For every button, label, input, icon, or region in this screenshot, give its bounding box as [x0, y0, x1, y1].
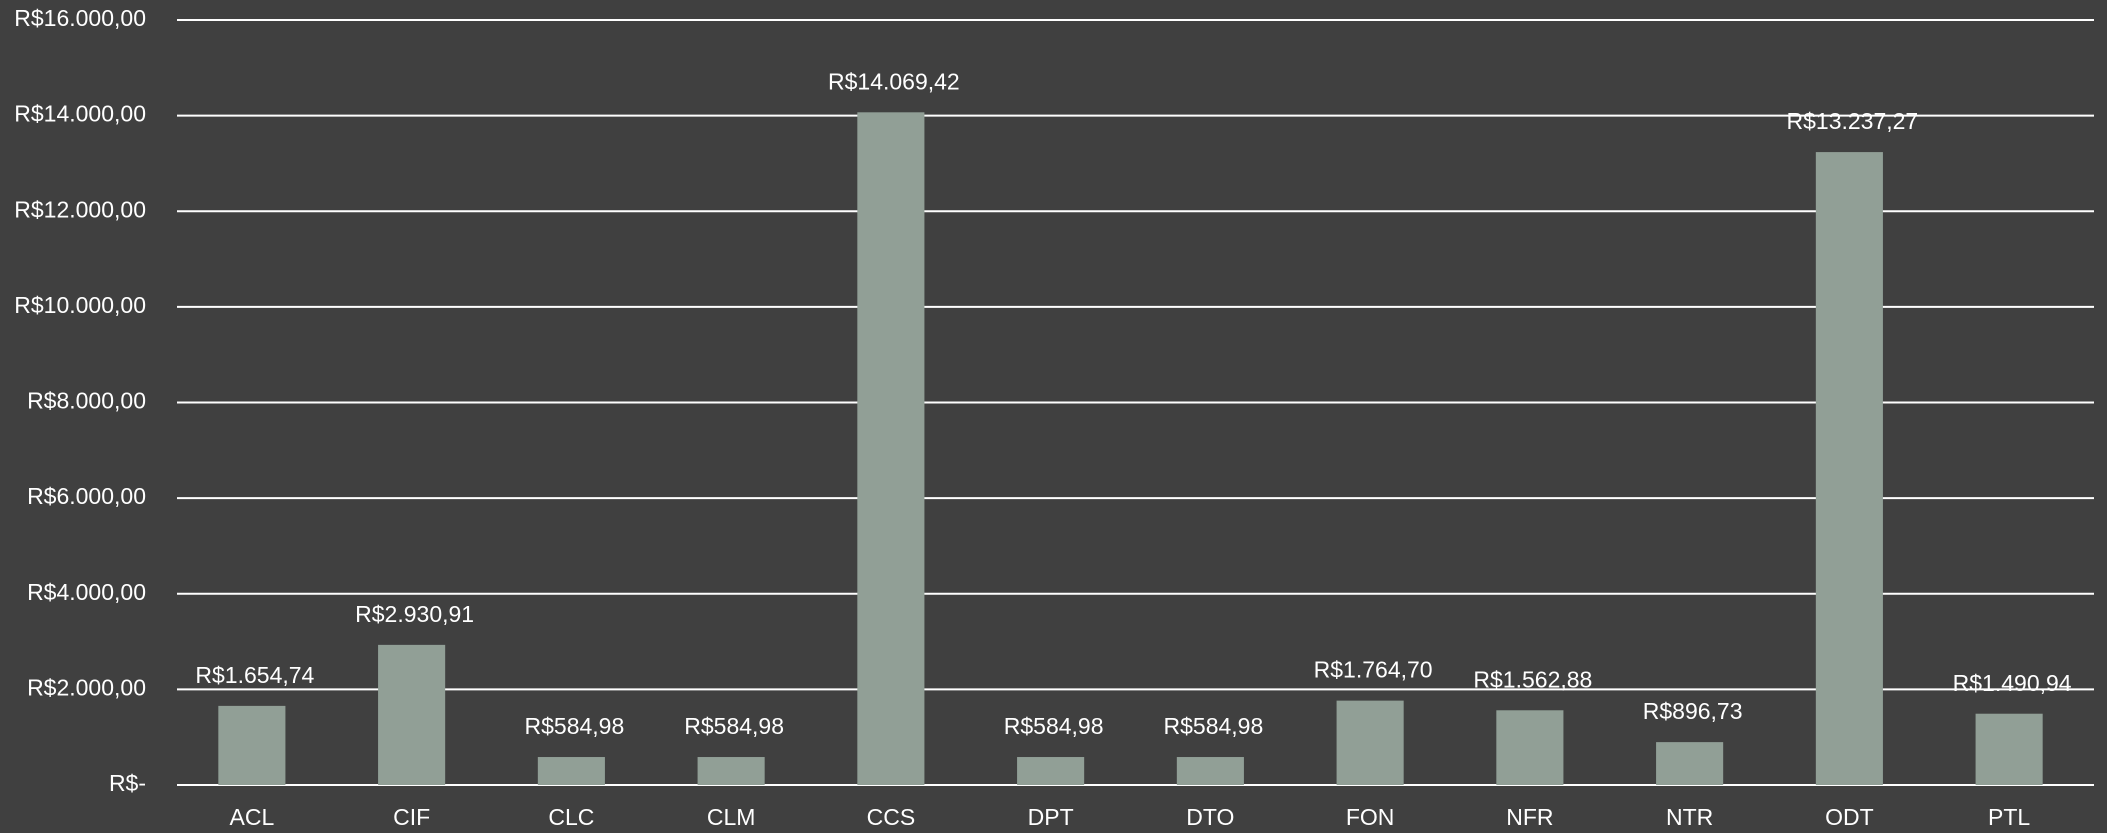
y-tick-label: R$4.000,00	[27, 579, 146, 605]
bar	[1496, 710, 1564, 785]
data-label: R$584,98	[525, 713, 625, 739]
y-tick-label: R$2.000,00	[27, 674, 146, 700]
bar	[537, 757, 605, 785]
x-tick-label: ODT	[1825, 804, 1874, 830]
data-label: R$1.764,70	[1314, 657, 1433, 683]
data-label: R$14.069,42	[828, 68, 960, 94]
x-tick-label: CLM	[707, 804, 756, 830]
x-tick-label: CIF	[393, 804, 430, 830]
bar	[857, 112, 925, 786]
x-tick-label: FON	[1346, 804, 1395, 830]
bar	[1656, 742, 1724, 785]
y-tick-label: R$6.000,00	[27, 483, 146, 509]
bar	[1815, 152, 1883, 786]
bar	[1176, 757, 1244, 785]
data-label: R$1.490,94	[1953, 670, 2072, 696]
data-label: R$584,98	[684, 713, 784, 739]
data-label: R$896,73	[1643, 698, 1743, 724]
bar	[218, 705, 286, 785]
x-tick-label: NTR	[1666, 804, 1713, 830]
data-label: R$1.654,74	[195, 662, 314, 688]
x-tick-label: CLC	[548, 804, 594, 830]
x-tick-label: DTO	[1186, 804, 1234, 830]
bar	[1017, 757, 1085, 785]
x-tick-label: DPT	[1028, 804, 1074, 830]
data-label: R$13.237,27	[1787, 108, 1919, 134]
bar	[1336, 700, 1404, 785]
bar	[697, 757, 765, 785]
x-tick-label: NFR	[1506, 804, 1553, 830]
y-tick-label: R$14.000,00	[14, 101, 146, 127]
data-label: R$584,98	[1004, 713, 1104, 739]
y-tick-label: R$16.000,00	[14, 5, 146, 31]
bar	[378, 644, 446, 785]
y-tick-label: R$12.000,00	[14, 196, 146, 222]
x-tick-label: CCS	[867, 804, 916, 830]
data-label: R$2.930,91	[355, 601, 474, 627]
y-tick-label: R$-	[109, 770, 146, 796]
bar	[1975, 713, 2043, 785]
y-tick-label: R$10.000,00	[14, 292, 146, 318]
x-tick-label: PTL	[1988, 804, 2030, 830]
y-tick-label: R$8.000,00	[27, 388, 146, 414]
data-label: R$1.562,88	[1473, 666, 1592, 692]
data-label: R$584,98	[1164, 713, 1264, 739]
x-tick-label: ACL	[230, 804, 275, 830]
